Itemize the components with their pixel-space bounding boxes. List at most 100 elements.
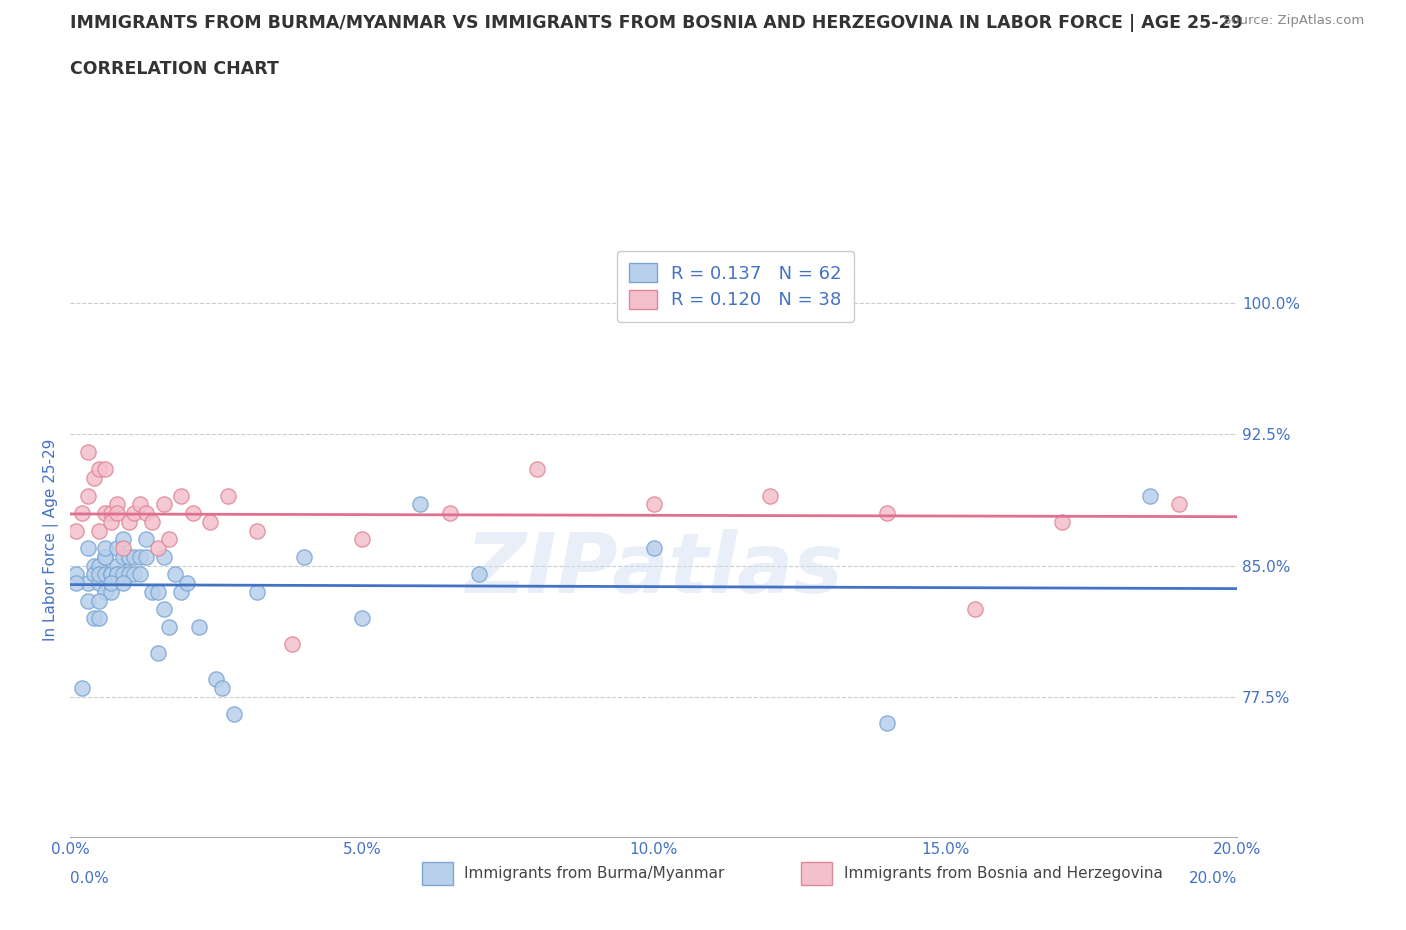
- Text: Immigrants from Bosnia and Herzegovina: Immigrants from Bosnia and Herzegovina: [844, 866, 1163, 882]
- Point: [205, 672, 228, 687]
- Y-axis label: In Labor Force | Age 25-29: In Labor Force | Age 25-29: [44, 438, 59, 641]
- Point: [76, 576, 98, 591]
- Point: [1285, 453, 1308, 468]
- Point: [76, 540, 98, 555]
- Point: [135, 550, 157, 565]
- Text: Immigrants from Burma/Myanmar: Immigrants from Burma/Myanmar: [464, 866, 724, 882]
- Point: [118, 514, 141, 529]
- Point: [1050, 514, 1074, 529]
- Point: [1167, 497, 1189, 512]
- Point: [211, 681, 233, 696]
- Point: [89, 567, 111, 582]
- Point: [159, 532, 181, 547]
- Point: [152, 602, 174, 617]
- Point: [176, 576, 198, 591]
- Point: [89, 611, 111, 626]
- Point: [352, 611, 374, 626]
- Point: [100, 514, 122, 529]
- Point: [105, 497, 128, 512]
- Point: [111, 540, 134, 555]
- Point: [222, 707, 245, 722]
- Point: [124, 567, 146, 582]
- Point: [105, 567, 128, 582]
- Text: 0.0%: 0.0%: [70, 871, 110, 886]
- Point: [65, 524, 87, 538]
- Point: [94, 540, 117, 555]
- Legend: R = 0.137   N = 62, R = 0.120   N = 38: R = 0.137 N = 62, R = 0.120 N = 38: [617, 251, 853, 322]
- Point: [129, 497, 152, 512]
- Point: [152, 550, 174, 565]
- Point: [105, 558, 128, 573]
- Point: [187, 619, 209, 634]
- Point: [129, 550, 152, 565]
- Point: [281, 637, 304, 652]
- Point: [165, 567, 187, 582]
- Point: [89, 593, 111, 608]
- Point: [643, 540, 665, 555]
- Point: [76, 593, 98, 608]
- Point: [65, 567, 87, 582]
- Point: [118, 550, 141, 565]
- Point: [146, 540, 169, 555]
- Point: [170, 584, 193, 599]
- Point: [83, 567, 105, 582]
- Point: [94, 506, 117, 521]
- Point: [1139, 488, 1161, 503]
- Point: [100, 584, 122, 599]
- Text: 20.0%: 20.0%: [1189, 871, 1237, 886]
- Point: [409, 497, 432, 512]
- Point: [111, 550, 134, 565]
- Point: [111, 532, 134, 547]
- Point: [100, 567, 122, 582]
- Point: [200, 514, 222, 529]
- Point: [141, 584, 163, 599]
- Point: [759, 488, 782, 503]
- Point: [246, 584, 269, 599]
- Point: [217, 488, 239, 503]
- Point: [105, 567, 128, 582]
- Point: [111, 576, 134, 591]
- Point: [526, 462, 548, 477]
- Point: [94, 550, 117, 565]
- Point: [643, 497, 665, 512]
- Point: [439, 506, 461, 521]
- Point: [181, 506, 204, 521]
- Text: Source: ZipAtlas.com: Source: ZipAtlas.com: [1223, 14, 1364, 27]
- Point: [70, 506, 93, 521]
- Point: [124, 550, 146, 565]
- Point: [94, 584, 117, 599]
- Point: [105, 506, 128, 521]
- Point: [246, 524, 269, 538]
- Point: [94, 567, 117, 582]
- Point: [83, 611, 105, 626]
- Text: ZIPatlas: ZIPatlas: [465, 528, 842, 610]
- Point: [159, 619, 181, 634]
- Point: [83, 558, 105, 573]
- Point: [70, 681, 93, 696]
- Point: [468, 567, 491, 582]
- Point: [118, 550, 141, 565]
- Point: [111, 567, 134, 582]
- Point: [135, 506, 157, 521]
- Point: [89, 524, 111, 538]
- Point: [963, 602, 986, 617]
- Point: [876, 716, 898, 731]
- Point: [876, 506, 898, 521]
- Point: [129, 567, 152, 582]
- Point: [135, 532, 157, 547]
- Point: [141, 514, 163, 529]
- Point: [100, 567, 122, 582]
- Point: [292, 550, 315, 565]
- Point: [65, 576, 87, 591]
- Point: [94, 550, 117, 565]
- Point: [146, 584, 169, 599]
- Text: CORRELATION CHART: CORRELATION CHART: [70, 60, 280, 78]
- Point: [124, 506, 146, 521]
- Point: [100, 567, 122, 582]
- Point: [89, 462, 111, 477]
- Text: IMMIGRANTS FROM BURMA/MYANMAR VS IMMIGRANTS FROM BOSNIA AND HERZEGOVINA IN LABOR: IMMIGRANTS FROM BURMA/MYANMAR VS IMMIGRA…: [70, 14, 1243, 32]
- Point: [170, 488, 193, 503]
- Point: [89, 558, 111, 573]
- Point: [105, 540, 128, 555]
- Point: [352, 532, 374, 547]
